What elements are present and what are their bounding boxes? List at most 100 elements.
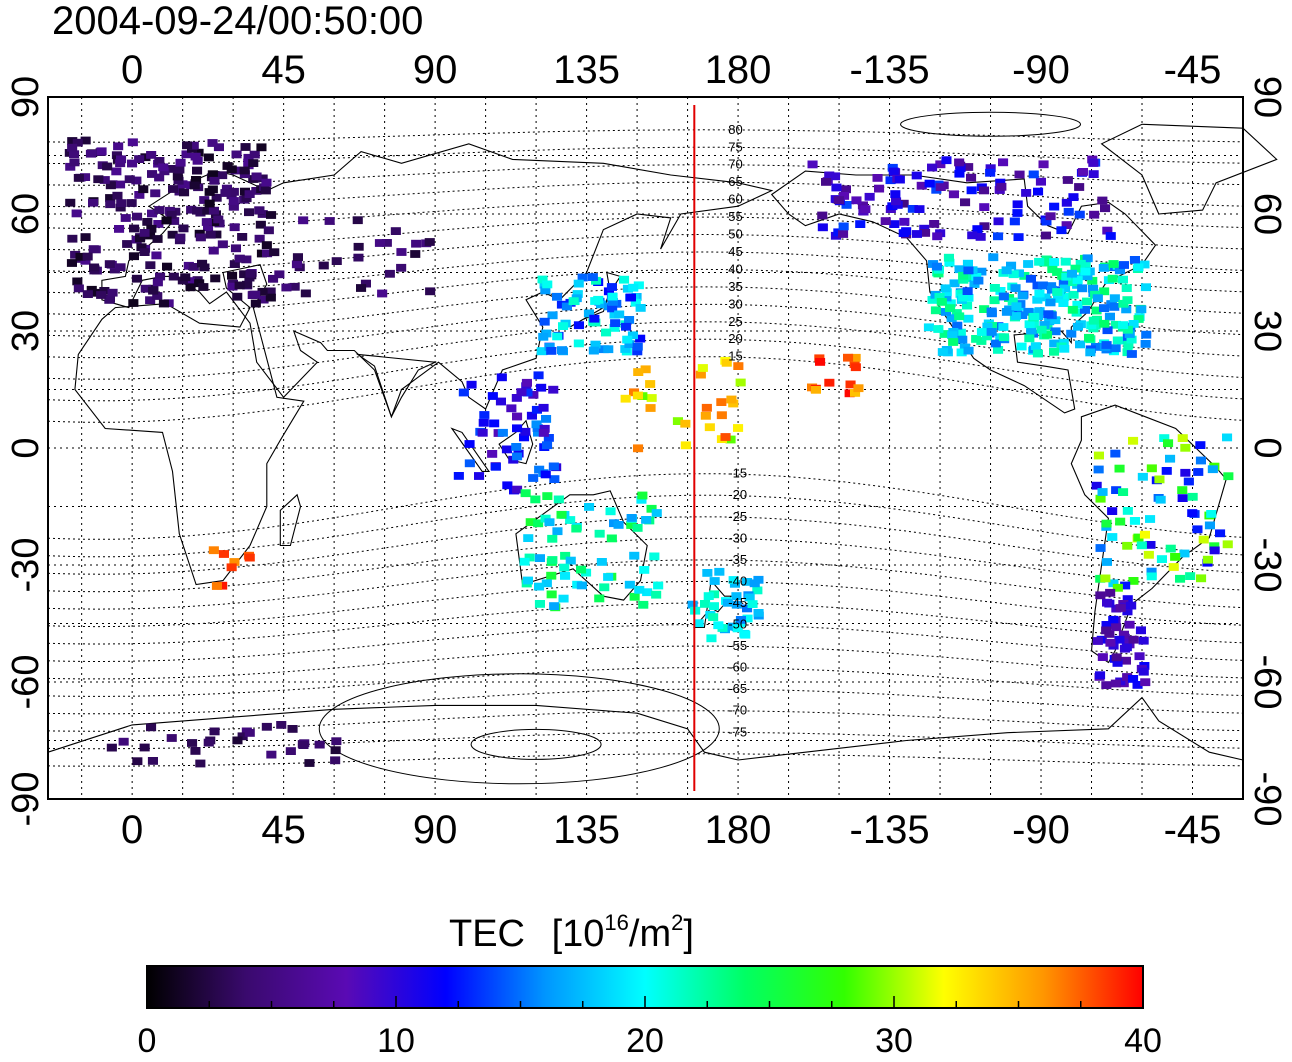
tec-patch-canada-alaska [840,185,851,194]
tec-patch-north-america [1001,266,1012,275]
tec-patch-pacific [716,411,727,420]
contour-label: -60 [728,660,747,675]
tec-patch-europe [204,199,215,208]
tec-patch-north-america [1108,260,1119,268]
tec-patch-north-america [1121,305,1132,314]
tec-patch-south-america [1115,517,1126,526]
tec-patch-europe [234,254,245,263]
tec-patch-europe [145,296,156,305]
tec-patch-canada-alaska [855,220,866,228]
tec-patch-southeast-asia [479,411,490,419]
tec-patch-hawaii [810,385,821,394]
tec-patch-australia [544,518,555,527]
tec-patch-europe [226,165,237,174]
contour-line [47,645,1244,680]
tec-patch-north-america [1034,257,1045,266]
tec-patch-new-zealand [753,609,764,617]
tec-patch-east-asia [607,292,618,301]
tec-patch-southeast-asia [490,462,501,471]
tec-patch-asia-west [381,239,392,247]
tec-patch-australia [584,503,595,511]
tec-patch-north-america [1084,333,1095,342]
tec-patch-canada-alaska [911,171,922,180]
tec-patch-europe [115,159,126,168]
tec-patch-patagonia [1101,626,1112,635]
tec-patch-pacific [701,403,712,412]
tec-patch-east-asia [539,317,550,326]
tec-patch-canada-alaska [1063,207,1074,216]
tec-patch-new-zealand [709,590,720,599]
tec-patch-europe [116,199,127,207]
tec-patch-south-america [1136,541,1147,550]
tec-patch-europe [145,231,156,240]
tec-patch-new-zealand [742,614,753,623]
contour-oval-south-inner [470,728,602,760]
tec-patch-new-zealand [728,576,739,584]
contour-label: 40 [728,261,742,276]
tec-patch-north-america [958,275,969,284]
tec-patch-antarctica [314,740,325,749]
tec-patch-europe [147,170,158,178]
colorbar-unit-base: 10 [562,913,604,955]
tec-patch-north-america [1088,284,1099,293]
tec-patch-north-america [1046,285,1057,294]
tec-patch-europe [209,176,220,185]
tec-patch-europe [192,206,203,215]
contour-label: -75 [728,724,747,739]
tec-patch-southeast-asia [531,420,542,429]
tec-patch-southeast-asia [531,405,542,414]
contour-label: -65 [728,681,747,696]
tec-patch-north-america [976,337,987,345]
tec-patch-southeast-asia [506,404,517,413]
tec-patch-australia [556,510,567,519]
tec-patch-new-zealand [742,604,753,613]
tec-patch-north-america [1082,272,1093,281]
tec-patch-north-america [988,253,999,262]
tec-patch-canada-alaska [941,156,952,165]
tec-patch-new-zealand [740,630,751,639]
tec-patch-south-america [1175,574,1186,583]
tec-patch-north-america [1026,326,1037,335]
contour-label: 45 [728,244,742,259]
tec-patch-north-america [1114,266,1125,275]
top-axis-tick-label: -90 [1012,48,1070,92]
tec-patch-europe [229,223,240,232]
tec-patch-east-asia [556,346,567,354]
tec-patch-australia [605,507,616,516]
tec-patch-north-america [954,312,965,321]
tec-patch-north-america [1139,260,1150,269]
tec-patch-canada-alaska [1088,159,1099,167]
tec-patch-south-america [1146,464,1157,473]
tec-patch-north-america [1006,261,1017,270]
tec-patch-europe [96,147,107,156]
tec-patch-australia [606,534,617,543]
tec-patch-canada-alaska [838,222,849,231]
tec-patch-south-america [1177,494,1188,502]
tec-patch-canada-alaska [831,183,842,192]
tec-patch-new-zealand [706,634,717,643]
tec-patch-north-america [1066,329,1077,338]
tec-patch-new-zealand [742,578,753,586]
tec-patch-canada-alaska [889,220,900,228]
tec-patch-north-america [956,348,967,357]
tec-patch-europe [231,150,242,159]
tec-patch-southeast-asia [489,419,500,428]
tec-patch-canada-alaska [824,171,835,180]
tec-patch-canada-alaska [1041,217,1052,226]
tec-patch-europe [145,261,156,270]
tec-patch-north-america [952,321,963,330]
tec-patch-europe [199,196,210,204]
tec-patch-north-america [1053,295,1064,303]
tec-patch-south-america [1185,572,1196,580]
bottom-axis-tick-label: -45 [1164,808,1222,852]
tec-patch-east-asia [546,347,557,355]
tec-patch-east-asia [593,295,604,304]
tec-patch-east-asia [622,284,633,293]
tec-patch-canada-alaska [935,183,946,191]
tec-patch-europe [175,233,186,242]
tec-patch-europe [198,283,209,291]
tec-patch-europe [147,209,158,218]
tec-patch-asia-west [396,248,407,256]
right-axis-tick-label: 30 [1246,310,1288,352]
